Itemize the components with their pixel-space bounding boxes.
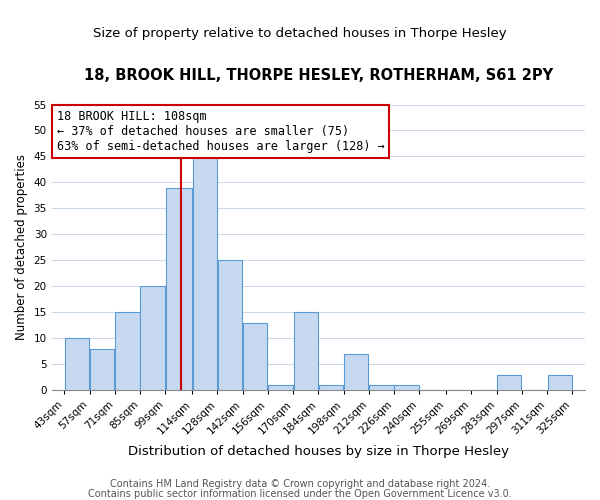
Bar: [394, 385, 419, 390]
Bar: [218, 260, 242, 390]
Bar: [193, 152, 217, 390]
Y-axis label: Number of detached properties: Number of detached properties: [15, 154, 28, 340]
Bar: [268, 385, 293, 390]
Text: Size of property relative to detached houses in Thorpe Hesley: Size of property relative to detached ho…: [93, 27, 507, 40]
Text: Contains HM Land Registry data © Crown copyright and database right 2024.: Contains HM Land Registry data © Crown c…: [110, 479, 490, 489]
Bar: [166, 188, 192, 390]
Bar: [65, 338, 89, 390]
Bar: [243, 322, 268, 390]
Bar: [344, 354, 368, 391]
Bar: [319, 385, 343, 390]
Title: 18, BROOK HILL, THORPE HESLEY, ROTHERHAM, S61 2PY: 18, BROOK HILL, THORPE HESLEY, ROTHERHAM…: [84, 68, 553, 82]
Text: Contains public sector information licensed under the Open Government Licence v3: Contains public sector information licen…: [88, 489, 512, 499]
Bar: [293, 312, 318, 390]
X-axis label: Distribution of detached houses by size in Thorpe Hesley: Distribution of detached houses by size …: [128, 444, 509, 458]
Bar: [497, 374, 521, 390]
Bar: [369, 385, 394, 390]
Bar: [90, 348, 114, 391]
Bar: [140, 286, 165, 391]
Bar: [548, 374, 572, 390]
Bar: [115, 312, 140, 390]
Text: 18 BROOK HILL: 108sqm
← 37% of detached houses are smaller (75)
63% of semi-deta: 18 BROOK HILL: 108sqm ← 37% of detached …: [57, 110, 385, 153]
